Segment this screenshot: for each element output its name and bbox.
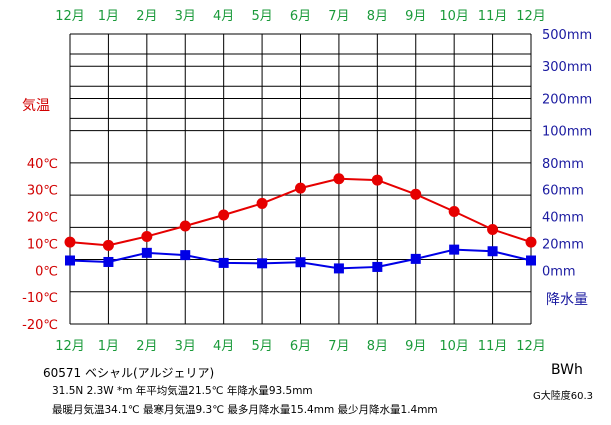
precipitation-point: [141, 247, 152, 258]
month-label-top: 5月: [251, 9, 272, 24]
precipitation-tick-label: 200mm: [542, 92, 592, 107]
temperature-point: [371, 174, 383, 186]
month-label-top: 9月: [405, 9, 426, 24]
precipitation-point: [449, 244, 460, 255]
month-label-bottom: 5月: [251, 339, 272, 354]
precipitation-point: [333, 263, 344, 274]
temperature-tick-label: 10℃: [27, 237, 58, 252]
month-label-bottom: 10月: [439, 339, 469, 354]
month-label-top: 3月: [175, 9, 196, 24]
temperature-point: [410, 188, 422, 200]
temperature-tick-label: 0℃: [35, 264, 58, 279]
temperature-point: [256, 197, 268, 209]
temperature-point: [525, 236, 537, 248]
month-label-bottom: 12月: [516, 339, 546, 354]
precipitation-tick-label: 100mm: [542, 125, 592, 140]
month-label-top: 6月: [290, 9, 311, 24]
precipitation-point: [526, 255, 536, 266]
temperature-axis-title: 気温: [22, 98, 50, 114]
month-label-top: 1月: [98, 9, 119, 24]
month-label-bottom: 4月: [213, 339, 234, 354]
temperature-point: [64, 236, 76, 248]
precipitation-point: [103, 256, 114, 267]
precipitation-point: [218, 257, 229, 268]
month-label-top: 2月: [136, 9, 157, 24]
precipitation-point: [257, 258, 268, 269]
month-label-top: 7月: [328, 9, 349, 24]
month-label-bottom: 9月: [405, 339, 426, 354]
month-label-top: 12月: [55, 9, 85, 24]
temperature-tick-label: 30℃: [27, 184, 58, 199]
precipitation-point: [65, 255, 75, 266]
month-label-bottom: 2月: [136, 339, 157, 354]
climate-code: BWh: [551, 362, 583, 378]
month-label-top: 11月: [478, 9, 508, 24]
temperature-point: [295, 182, 306, 194]
month-label-top: 8月: [367, 9, 388, 24]
month-label-bottom: 7月: [328, 339, 349, 354]
month-label-bottom: 12月: [55, 339, 85, 354]
precipitation-axis-title: 降水量: [546, 292, 588, 308]
precipitation-tick-label: 60mm: [542, 184, 584, 199]
temperature-point: [487, 223, 499, 235]
precipitation-tick-label: 20mm: [542, 237, 584, 252]
temperature-point: [141, 230, 153, 242]
station-extremes: 最暖月気温34.1℃ 最寒月気温9.3℃ 最多月降水量15.4mm 最少月降水量…: [52, 404, 438, 416]
continentality-index: G大陸度60.3: [533, 391, 594, 402]
temperature-tick-label: -20℃: [22, 318, 58, 333]
precipitation-tick-label: 500mm: [542, 28, 592, 43]
temperature-point: [448, 205, 460, 217]
month-label-top: 10月: [439, 9, 469, 24]
precipitation-tick-label: 40mm: [542, 211, 584, 226]
precipitation-point: [487, 246, 498, 257]
temperature-point: [218, 209, 230, 221]
precipitation-point: [180, 250, 191, 261]
temperature-point: [333, 173, 345, 185]
precipitation-tick-label: 80mm: [542, 157, 584, 172]
month-label-top: 4月: [213, 9, 234, 24]
month-label-bottom: 8月: [367, 339, 388, 354]
precipitation-point: [295, 257, 306, 268]
station-summary: 31.5N 2.3W *m 年平均気温21.5℃ 年降水量93.5mm: [52, 385, 313, 397]
precipitation-point: [410, 253, 421, 264]
month-label-bottom: 1月: [98, 339, 119, 354]
precipitation-tick-label: 300mm: [542, 60, 592, 75]
station-name: 60571 ベシャル(アルジェリア): [43, 366, 215, 380]
temperature-tick-label: 20℃: [27, 211, 58, 226]
precipitation-point: [372, 261, 383, 272]
temperature-point: [179, 220, 191, 232]
temperature-point: [102, 239, 114, 251]
precipitation-tick-label: 0mm: [542, 264, 576, 279]
month-label-bottom: 6月: [290, 339, 311, 354]
month-label-bottom: 11月: [478, 339, 508, 354]
temperature-tick-label: -10℃: [22, 291, 58, 306]
temperature-tick-label: 40℃: [27, 157, 58, 172]
month-label-bottom: 3月: [175, 339, 196, 354]
month-label-top: 12月: [516, 9, 546, 24]
